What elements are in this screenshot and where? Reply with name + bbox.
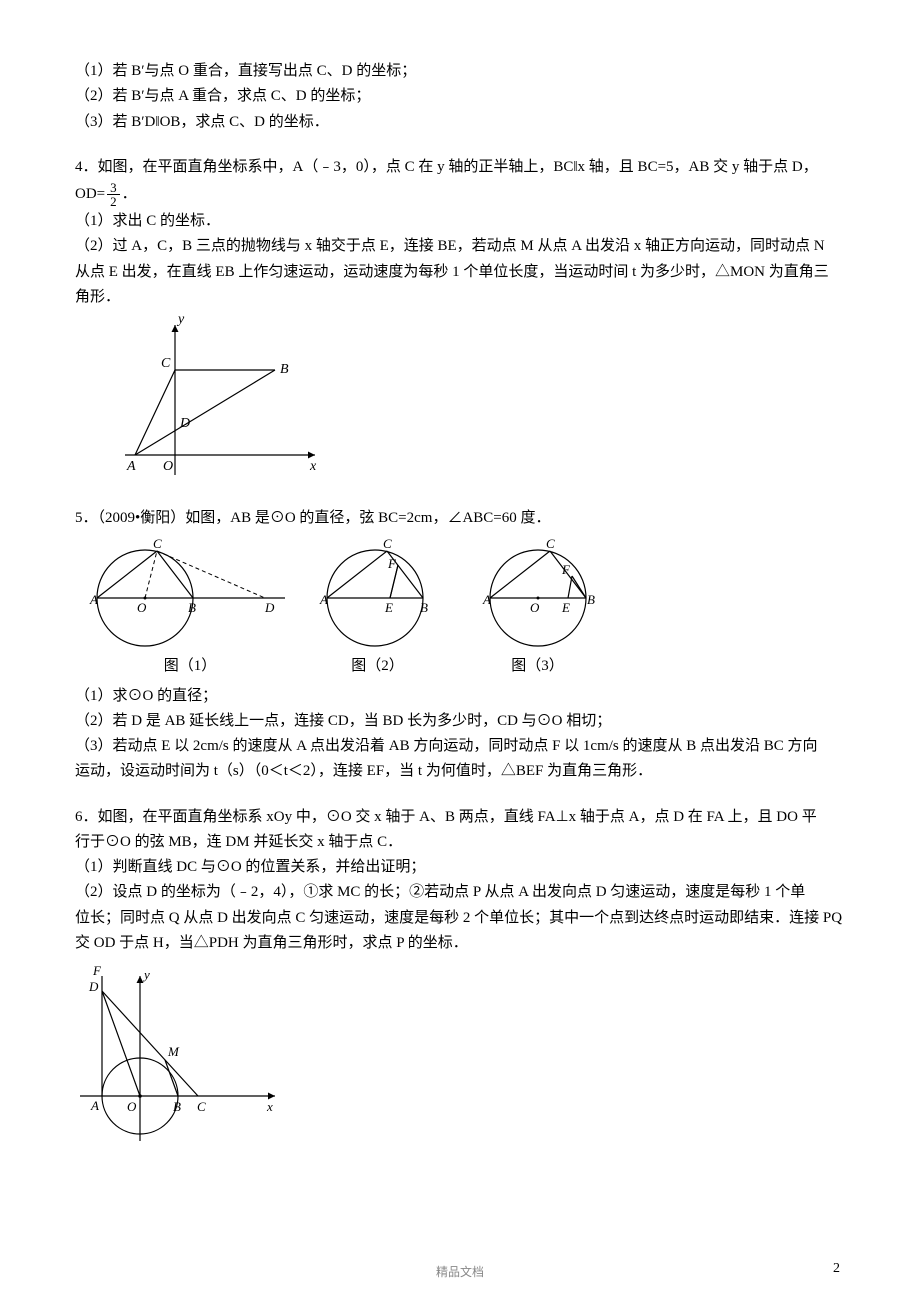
p5-fig2-svg: C A E B F (295, 536, 460, 651)
p6-stem1: 6．如图，在平面直角坐标系 xOy 中，⊙O 交 x 轴于 A、B 两点，直线 … (75, 806, 845, 829)
svg-text:B: B (173, 1099, 181, 1114)
footer-text: 精品文档 (0, 1263, 920, 1282)
svg-text:M: M (167, 1044, 180, 1059)
svg-text:D: D (264, 600, 275, 615)
problem-3-tail: （1）若 B′与点 O 重合，直接写出点 C、D 的坐标； （2）若 B′与点 … (75, 60, 845, 134)
svg-text:O: O (530, 600, 540, 615)
svg-text:F: F (92, 963, 102, 978)
svg-text:A: A (89, 592, 98, 607)
svg-text:A: A (482, 592, 491, 607)
p3-line2: （2）若 B′与点 A 重合，求点 C、D 的坐标； (75, 85, 845, 108)
p5-figure-row: C A O B D 图（1） C A E B F (85, 536, 845, 678)
p4-q1: （1）求出 C 的坐标． (75, 210, 845, 233)
lbl-B: B (280, 362, 289, 377)
fraction: 3 2 (107, 181, 120, 208)
svg-text:F: F (387, 556, 397, 571)
p6-q2a: （2）设点 D 的坐标为（﹣2，4），①求 MC 的长；②若动点 P 从点 A … (75, 881, 845, 904)
fraction-num: 3 (107, 181, 120, 195)
p5-fig1: C A O B D 图（1） (85, 536, 295, 678)
p4-stem1: 4．如图，在平面直角坐标系中，A（﹣3，0），点 C 在 y 轴的正半轴上，BC… (75, 156, 845, 179)
p5-fig3: C A O E B F 图（3） (460, 536, 615, 678)
p5-stem: 5．（2009•衡阳）如图，AB 是⊙O 的直径，弦 BC=2cm，∠ABC=6… (75, 507, 845, 530)
problem-5: 5．（2009•衡阳）如图，AB 是⊙O 的直径，弦 BC=2cm，∠ABC=6… (75, 507, 845, 784)
lbl-y: y (176, 315, 185, 327)
svg-text:A: A (90, 1098, 99, 1113)
p6-stem2: 行于⊙O 的弦 MB，连 DM 并延长交 x 轴于点 C． (75, 831, 845, 854)
svg-text:C: C (546, 536, 555, 551)
svg-text:D: D (88, 979, 99, 994)
p5-cap3: 图（3） (460, 655, 615, 678)
p6-q2b: 位长；同时点 Q 从点 D 出发向点 C 匀速运动，速度是每秒 2 个单位长；其… (75, 907, 845, 930)
p4-formula-line: OD= 3 2 ． (75, 181, 845, 208)
problem-4: 4．如图，在平面直角坐标系中，A（﹣3，0），点 C 在 y 轴的正半轴上，BC… (75, 156, 845, 485)
p5-q2: （2）若 D 是 AB 延长线上一点，连接 CD，当 BD 长为多少时，CD 与… (75, 710, 845, 733)
p4-q2a: （2）过 A，C，B 三点的抛物线与 x 轴交于点 E，连接 BE，若动点 M … (75, 235, 845, 258)
problem-6: 6．如图，在平面直角坐标系 xOy 中，⊙O 交 x 轴于 A、B 两点，直线 … (75, 806, 845, 1152)
od-prefix: OD= (75, 183, 105, 206)
p3-line1: （1）若 B′与点 O 重合，直接写出点 C、D 的坐标； (75, 60, 845, 83)
p6-figure: F D y M A O B C x (75, 961, 845, 1151)
svg-text:F: F (561, 562, 571, 577)
p5-q1: （1）求⊙O 的直径； (75, 685, 845, 708)
svg-text:O: O (127, 1099, 137, 1114)
p4-q2b: 从点 E 出发，在直线 EB 上作匀速运动，运动速度为每秒 1 个单位长度，当运… (75, 261, 845, 284)
p3-line3: （3）若 B′D‖OB，求点 C、D 的坐标． (75, 111, 845, 134)
p6-q2c: 交 OD 于点 H，当△PDH 为直角三角形时，求点 P 的坐标． (75, 932, 845, 955)
svg-text:B: B (420, 600, 428, 615)
lbl-x: x (309, 459, 317, 474)
lbl-D: D (179, 416, 190, 431)
p5-fig1-svg: C A O B D (85, 536, 295, 651)
lbl-C: C (161, 356, 171, 371)
svg-text:C: C (383, 536, 392, 551)
svg-text:C: C (197, 1099, 206, 1114)
p5-fig3-svg: C A O E B F (460, 536, 615, 651)
p5-cap2: 图（2） (295, 655, 460, 678)
svg-text:x: x (266, 1099, 273, 1114)
p4-q2c: 角形． (75, 286, 845, 309)
p6-q1: （1）判断直线 DC 与⊙O 的位置关系，并给出证明； (75, 856, 845, 879)
page-number: 2 (833, 1258, 840, 1280)
p4-figure: y x A O C B D (115, 315, 845, 485)
svg-text:B: B (587, 592, 595, 607)
svg-text:C: C (153, 536, 162, 551)
svg-text:E: E (384, 600, 393, 615)
p4-graph-svg: y x A O C B D (115, 315, 325, 485)
od-suffix: ． (122, 183, 137, 206)
svg-text:y: y (142, 967, 150, 982)
p6-graph-svg: F D y M A O B C x (75, 961, 285, 1151)
svg-text:A: A (319, 592, 328, 607)
svg-text:B: B (188, 600, 196, 615)
p5-q3a: （3）若动点 E 以 2cm/s 的速度从 A 点出发沿着 AB 方向运动，同时… (75, 735, 845, 758)
svg-text:O: O (137, 600, 147, 615)
svg-text:E: E (561, 600, 570, 615)
p5-q3b: 运动，设运动时间为 t（s）（0＜t＜2），连接 EF，当 t 为何值时，△BE… (75, 760, 845, 783)
lbl-A: A (126, 459, 136, 474)
lbl-O: O (163, 459, 173, 474)
p5-fig2: C A E B F 图（2） (295, 536, 460, 678)
p5-cap1: 图（1） (85, 655, 295, 678)
fraction-den: 2 (107, 195, 120, 208)
